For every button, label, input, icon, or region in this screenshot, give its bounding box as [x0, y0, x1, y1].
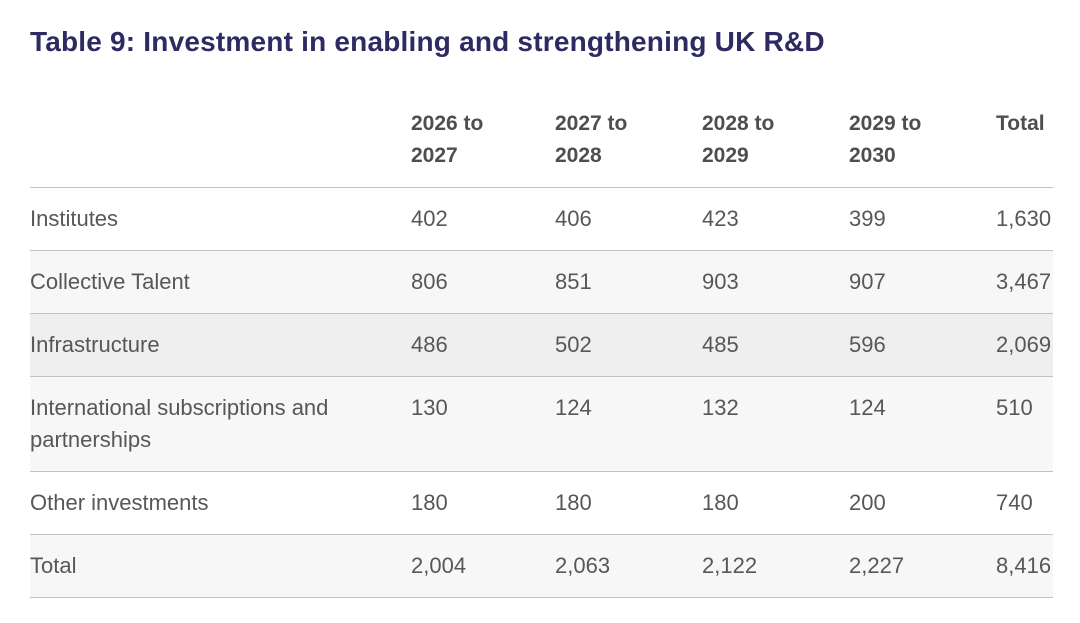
cell-value: 502: [555, 313, 702, 377]
cell-value: 2,122: [702, 534, 849, 598]
table-row-institutes: Institutes 402 406 423 399 1,630: [30, 187, 1053, 251]
column-header-label: 2029 to 2030: [849, 112, 922, 167]
cell-value: 130: [411, 376, 555, 472]
cell-value: 510: [996, 376, 1053, 472]
column-header-label: 2027 to 2028: [555, 112, 628, 167]
row-label: Institutes: [30, 187, 411, 251]
row-label: Other investments: [30, 471, 411, 535]
table-row-collective-talent: Collective Talent 806 851 903 907 3,467: [30, 250, 1053, 314]
row-label: Collective Talent: [30, 250, 411, 314]
cell-value: 423: [702, 187, 849, 251]
row-label-text: International subscriptions and partners…: [30, 395, 329, 452]
cell-value: 1,630: [996, 187, 1053, 251]
header-row: 2026 to 2027 2027 to 2028 2028 to 2029 2…: [30, 100, 1053, 188]
cell-value: 399: [849, 187, 996, 251]
cell-value: 2,069: [996, 313, 1053, 377]
column-header-2028-2029: 2028 to 2029: [702, 100, 849, 188]
cell-value: 907: [849, 250, 996, 314]
table-row-total: Total 2,004 2,063 2,122 2,227 8,416: [30, 534, 1053, 598]
cell-value: 8,416: [996, 534, 1053, 598]
column-header-label: Total: [996, 112, 1045, 135]
cell-value: 485: [702, 313, 849, 377]
table-header: 2026 to 2027 2027 to 2028 2028 to 2029 2…: [30, 100, 1053, 188]
table-row-international-subscriptions: International subscriptions and partners…: [30, 376, 1053, 472]
cell-value: 180: [555, 471, 702, 535]
investment-table: 2026 to 2027 2027 to 2028 2028 to 2029 2…: [30, 100, 1053, 598]
cell-value: 3,467: [996, 250, 1053, 314]
cell-value: 740: [996, 471, 1053, 535]
cell-value: 180: [411, 471, 555, 535]
cell-value: 200: [849, 471, 996, 535]
cell-value: 851: [555, 250, 702, 314]
cell-value: 402: [411, 187, 555, 251]
cell-value: 2,063: [555, 534, 702, 598]
cell-value: 903: [702, 250, 849, 314]
cell-value: 806: [411, 250, 555, 314]
row-label-column-header: [30, 100, 411, 188]
column-header-2029-2030: 2029 to 2030: [849, 100, 996, 188]
table-body: Institutes 402 406 423 399 1,630 Collect…: [30, 187, 1053, 598]
column-header-2027-2028: 2027 to 2028: [555, 100, 702, 188]
cell-value: 596: [849, 313, 996, 377]
row-label: International subscriptions and partners…: [30, 376, 411, 472]
cell-value: 406: [555, 187, 702, 251]
cell-value: 124: [849, 376, 996, 472]
table-row-infrastructure: Infrastructure 486 502 485 596 2,069: [30, 313, 1053, 377]
cell-value: 2,227: [849, 534, 996, 598]
row-label: Total: [30, 534, 411, 598]
cell-value: 132: [702, 376, 849, 472]
cell-value: 124: [555, 376, 702, 472]
column-header-label: 2028 to 2029: [702, 112, 775, 167]
row-label: Infrastructure: [30, 313, 411, 377]
column-header-2026-2027: 2026 to 2027: [411, 100, 555, 188]
cell-value: 2,004: [411, 534, 555, 598]
table-row-other-investments: Other investments 180 180 180 200 740: [30, 471, 1053, 535]
cell-value: 486: [411, 313, 555, 377]
column-header-total: Total: [996, 100, 1053, 188]
column-header-label: 2026 to 2027: [411, 112, 484, 167]
page-title: Table 9: Investment in enabling and stre…: [30, 26, 825, 57]
cell-value: 180: [702, 471, 849, 535]
